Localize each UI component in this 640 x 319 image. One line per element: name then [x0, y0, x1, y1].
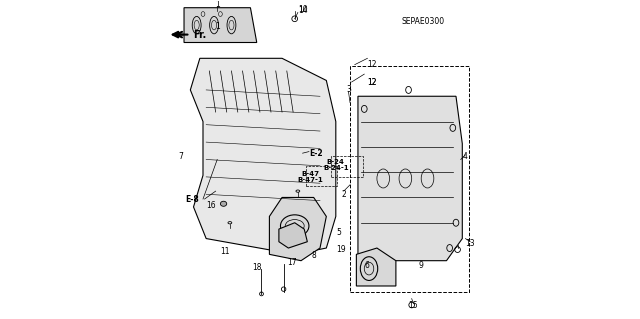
Polygon shape — [184, 8, 257, 42]
Bar — [306, 166, 337, 186]
Text: 13: 13 — [465, 239, 475, 248]
Text: 2: 2 — [341, 190, 346, 199]
Text: E-8: E-8 — [185, 195, 199, 204]
Text: 18: 18 — [252, 263, 262, 271]
Text: SEPAE0300: SEPAE0300 — [401, 18, 444, 26]
Text: 11: 11 — [220, 247, 230, 256]
Text: 12: 12 — [367, 78, 377, 86]
Bar — [331, 156, 363, 177]
Text: 17: 17 — [287, 258, 296, 267]
Text: B-47: B-47 — [301, 171, 319, 177]
Text: B-47-1: B-47-1 — [297, 177, 323, 183]
Text: 1: 1 — [215, 0, 220, 9]
Text: 14: 14 — [298, 6, 307, 15]
Text: 7: 7 — [179, 152, 183, 161]
Text: 15: 15 — [408, 301, 418, 310]
Text: 12: 12 — [367, 60, 377, 69]
Text: E-2: E-2 — [309, 149, 323, 158]
Polygon shape — [269, 197, 326, 261]
Text: 10: 10 — [298, 5, 307, 14]
Polygon shape — [190, 58, 336, 254]
Text: 16: 16 — [206, 201, 216, 210]
Text: 4: 4 — [463, 152, 468, 161]
Text: 1: 1 — [215, 22, 220, 31]
Text: 12: 12 — [367, 78, 377, 86]
Text: 8: 8 — [311, 251, 316, 260]
Text: Fr.: Fr. — [193, 30, 207, 40]
Text: B-24: B-24 — [327, 159, 345, 165]
Text: B-24-1: B-24-1 — [323, 165, 349, 171]
Text: 3: 3 — [346, 85, 351, 94]
Text: 19: 19 — [336, 245, 346, 254]
Ellipse shape — [220, 201, 227, 206]
Text: 5: 5 — [336, 228, 340, 237]
Polygon shape — [279, 223, 307, 248]
Polygon shape — [356, 248, 396, 286]
Bar — [350, 66, 468, 292]
Polygon shape — [358, 96, 462, 261]
Text: 6: 6 — [364, 261, 369, 270]
Text: 9: 9 — [419, 261, 424, 270]
